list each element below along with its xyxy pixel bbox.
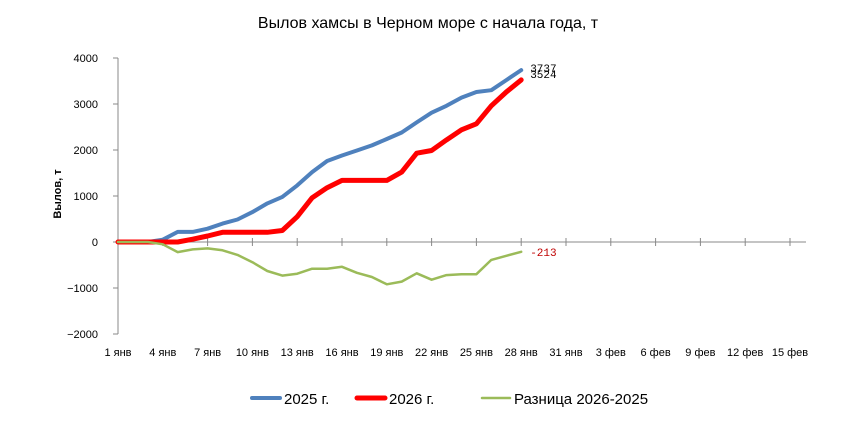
x-tick-label: 15 фев: [772, 347, 808, 359]
y-tick-label: −2000: [67, 329, 98, 341]
y-tick-label: −1000: [67, 283, 98, 295]
series-line: [116, 68, 524, 244]
end-label: 3737: [530, 64, 556, 76]
x-tick-label: 3 фев: [596, 347, 626, 359]
y-tick-label: 4000: [74, 53, 98, 65]
x-tick-label: 22 янв: [415, 347, 448, 359]
x-tick-label: 12 фев: [727, 347, 763, 359]
chart-title: Вылов хамсы в Черном море с начала года,…: [258, 15, 599, 32]
x-tick-label: 10 янв: [236, 347, 269, 359]
x-tick-label: 9 фев: [685, 347, 715, 359]
series-lines: [115, 68, 524, 286]
series-line: [116, 240, 523, 286]
end-label: 3524: [530, 70, 557, 82]
x-tick-label: 31 янв: [549, 347, 582, 359]
y-ticks: 4000 3000 2000 1000 0 −1000 −2000: [67, 53, 118, 341]
y-tick-label: 0: [92, 237, 98, 249]
series-line: [115, 77, 524, 245]
x-tick-label: 19 янв: [370, 347, 403, 359]
y-tick-label: 1000: [74, 191, 98, 203]
x-tick-label: 4 янв: [149, 347, 176, 359]
y-axis-label: Вылов, т: [52, 169, 64, 219]
x-tick-label: 6 фев: [641, 347, 671, 359]
x-tick-label: 7 янв: [194, 347, 221, 359]
x-tick-label: 13 янв: [281, 347, 314, 359]
end-label: -213: [530, 248, 556, 260]
x-tick-label: 16 янв: [325, 347, 358, 359]
legend: 2025 г. 2026 г. Разница 2026-2025: [250, 391, 648, 408]
x-tick-label: 1 янв: [104, 347, 131, 359]
legend-label: 2026 г.: [389, 391, 434, 408]
x-ticks: 1 янв 4 янв 7 янв 10 янв 13 янв 16 янв 19 янв 2…: [104, 238, 808, 359]
x-tick-label: 25 янв: [460, 347, 493, 359]
legend-label: 2025 г.: [284, 391, 329, 408]
y-tick-label: 2000: [74, 145, 98, 157]
x-tick-label: 28 янв: [505, 347, 538, 359]
legend-label: Разница 2026-2025: [514, 391, 648, 408]
y-tick-label: 3000: [74, 99, 98, 111]
